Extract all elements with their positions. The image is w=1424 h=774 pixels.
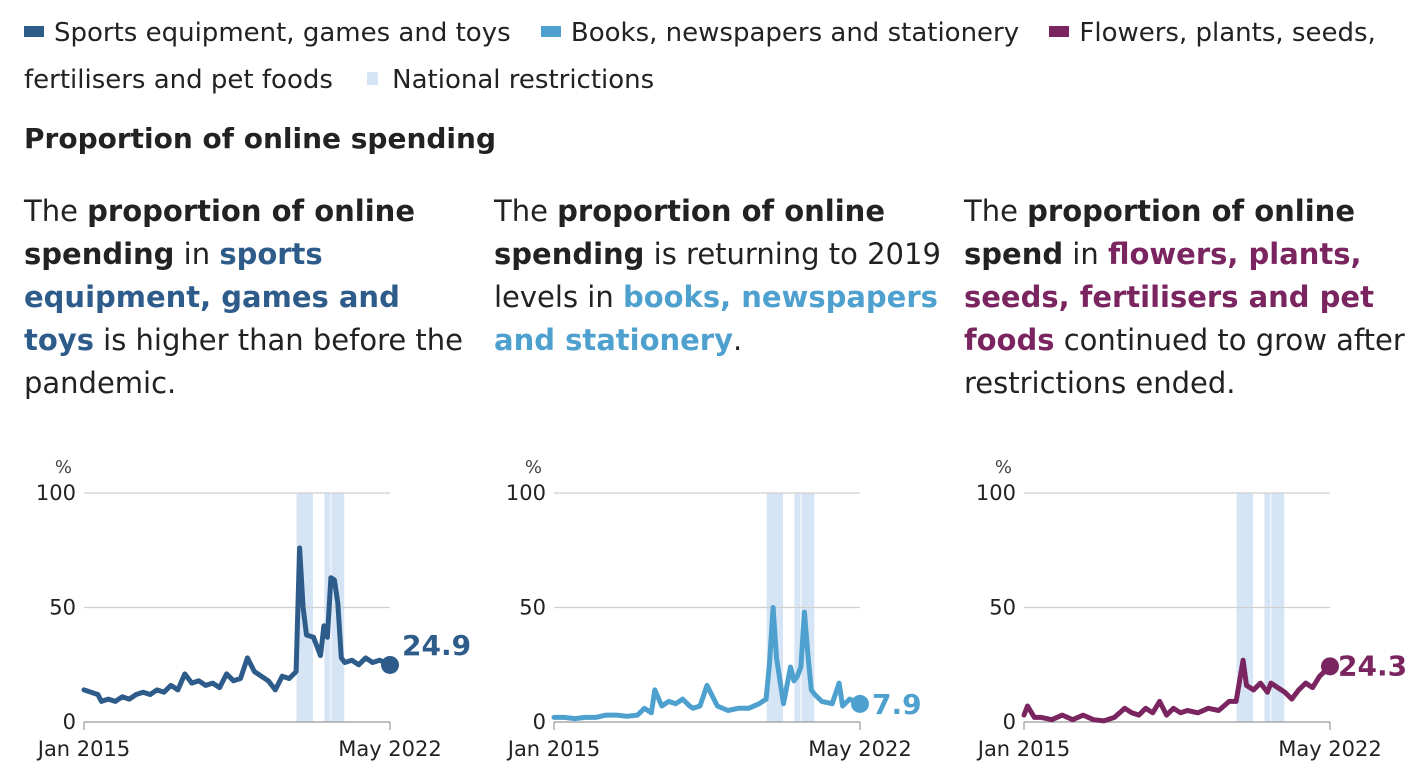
y-tick-label: 100: [976, 481, 1016, 505]
legend-label-flowers: Flowers, plants, seeds, fertilisers and …: [24, 18, 1376, 95]
legend-swatch-books: [540, 26, 561, 37]
headline-sports-bold: proportion of online spending: [24, 194, 415, 271]
y-tick-label: 50: [49, 596, 76, 620]
headline-books-mid: is returning to 2019 levels in: [494, 237, 941, 314]
y-tick-label: 0: [63, 710, 76, 734]
y-unit-label: %: [995, 457, 1012, 478]
y-tick-label: 0: [1003, 710, 1016, 734]
headline-books-highlight: books, newspapers and stationery: [494, 280, 938, 357]
legend-label-restrictions: National restrictions: [392, 65, 655, 95]
headline-flowers-post: continued to grow after restrictions end…: [964, 323, 1405, 400]
legend-item-sports[interactable]: Sports equipment, games and toys: [24, 18, 511, 48]
end-value-label: 24.9: [402, 629, 471, 662]
chart-sports: 0 50 100% Jan 2015 May 2022 24.9: [36, 457, 471, 761]
headline-sports-pre: The: [24, 194, 88, 228]
headline-books: The proportion of online spending is ret…: [494, 190, 944, 362]
headline-books-pre: The: [494, 194, 558, 228]
headline-books-post: .: [733, 323, 743, 357]
legend-swatch-flowers: [1049, 26, 1070, 37]
x-tick-label: May 2022: [808, 737, 912, 761]
legend-label-books: Books, newspapers and stationery: [570, 18, 1020, 48]
headline-sports-post: is higher than before the pandemic.: [24, 323, 464, 400]
series-line[interactable]: [1021, 657, 1333, 724]
legend-item-books[interactable]: Books, newspapers and stationery: [540, 18, 1020, 48]
legend-item-restrictions[interactable]: National restrictions: [363, 65, 654, 95]
x-tick-label: Jan 2015: [976, 737, 1071, 761]
headline-sports-mid: in: [174, 237, 220, 271]
section-title: Proportion of online spending: [24, 122, 497, 155]
headline-sports: The proportion of online spending in spo…: [24, 190, 474, 405]
y-tick-label: 50: [989, 596, 1016, 620]
series-line[interactable]: [81, 545, 393, 704]
legend-item-flowers[interactable]: Flowers, plants, seeds, fertilisers and …: [24, 18, 1376, 95]
y-tick-label: 100: [506, 481, 546, 505]
headline-flowers-bold: proportion of online spend: [964, 194, 1355, 271]
y-unit-label: %: [525, 457, 542, 478]
legend: Sports equipment, games and toys Books, …: [24, 10, 1404, 104]
y-tick-label: 100: [36, 481, 76, 505]
legend-swatch-sports: [24, 26, 44, 37]
legend-swatch-restrictions: [367, 72, 379, 85]
headline-sports-highlight: sports equipment, games and toys: [24, 237, 400, 357]
y-tick-label: 50: [519, 596, 546, 620]
x-tick-label: May 2022: [338, 737, 442, 761]
end-value-label: 24.3: [1338, 649, 1407, 682]
x-tick-label: Jan 2015: [36, 737, 131, 761]
chart-flowers: 0 50 100% Jan 2015 May 2022 24.3: [976, 457, 1407, 761]
x-tick-label: Jan 2015: [506, 737, 601, 761]
headline-books-bold: proportion of online spending: [494, 194, 885, 271]
headline-flowers-highlight: flowers, plants, seeds, fertilisers and …: [964, 237, 1374, 357]
end-point[interactable]: [1321, 657, 1339, 676]
x-tick-label: May 2022: [1278, 737, 1382, 761]
y-tick-label: 0: [533, 710, 546, 734]
y-unit-label: %: [55, 457, 72, 478]
legend-label-sports: Sports equipment, games and toys: [54, 18, 511, 48]
headline-flowers: The proportion of online spend in flower…: [964, 190, 1414, 405]
end-point[interactable]: [851, 694, 869, 713]
end-point[interactable]: [381, 655, 399, 674]
headline-flowers-mid: in: [1063, 237, 1108, 271]
chart-books: 0 50 100% Jan 2015 May 2022 7.9: [506, 457, 922, 761]
series-line[interactable]: [551, 605, 863, 722]
headline-flowers-pre: The: [964, 194, 1028, 228]
end-value-label: 7.9: [872, 688, 922, 721]
